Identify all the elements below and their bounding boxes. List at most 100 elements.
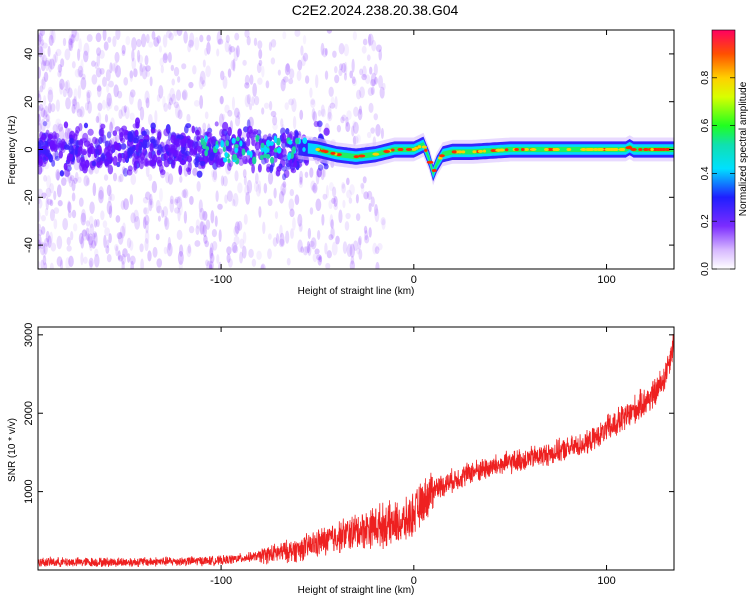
noise-blob (144, 191, 151, 201)
noise-blob (129, 70, 134, 79)
noise-blob (307, 227, 312, 240)
noise-blob (212, 168, 218, 181)
noise-blob (171, 93, 177, 105)
noise-blob (58, 126, 65, 141)
noise-blob (304, 245, 311, 254)
noise-blob (130, 173, 137, 186)
noise-blob (144, 230, 150, 244)
noise-blob (201, 80, 206, 87)
noise-blob (366, 54, 371, 62)
noise-blob (116, 232, 123, 240)
noise-blob (219, 96, 224, 105)
noise-blob (139, 243, 144, 253)
noise-blob (231, 241, 238, 254)
signal-blob (174, 150, 181, 158)
noise-blob (355, 213, 361, 222)
signal-blob (281, 166, 287, 172)
noise-blob (110, 117, 115, 129)
noise-blob (43, 174, 48, 182)
noise-blob (297, 239, 303, 253)
noise-blob (294, 30, 301, 37)
noise-blob (149, 200, 155, 209)
signal-blob (135, 143, 140, 153)
noise-blob (206, 41, 211, 55)
noise-blob (174, 207, 180, 214)
noise-blob (173, 30, 178, 37)
noise-blob (374, 203, 378, 217)
noise-blob (345, 116, 349, 127)
noise-blob (142, 216, 147, 229)
noise-blob (324, 242, 328, 255)
noise-blob (206, 34, 211, 42)
noise-blob (66, 236, 71, 246)
signal-blob (59, 170, 65, 177)
noise-blob (144, 214, 150, 226)
signal-blob (92, 136, 98, 145)
noise-blob (43, 105, 49, 118)
noise-blob (270, 57, 276, 65)
noise-blob (166, 242, 173, 257)
noise-blob (49, 199, 54, 207)
noise-blob (48, 102, 52, 114)
noise-blob (311, 107, 316, 121)
noise-blob (174, 198, 179, 205)
noise-blob (123, 76, 129, 86)
noise-blob (56, 256, 63, 267)
noise-blob (59, 78, 65, 90)
noise-blob (309, 207, 314, 215)
noise-blob (97, 102, 103, 112)
noise-blob (188, 81, 194, 89)
noise-blob (110, 193, 115, 202)
noise-blob (117, 90, 123, 99)
noise-blob (192, 167, 198, 176)
noise-blob (129, 240, 134, 251)
noise-blob (377, 75, 383, 89)
noise-blob (71, 98, 77, 107)
noise-blob (262, 221, 266, 235)
signal-blob (188, 140, 195, 147)
noise-blob (78, 38, 82, 53)
ridge-peak (630, 148, 637, 151)
ridge-peak (520, 148, 525, 151)
ridge-peak (587, 148, 594, 151)
signal-blob (138, 145, 143, 154)
noise-blob (285, 230, 290, 244)
noise-blob (267, 198, 273, 207)
signal-blob-bright (225, 140, 230, 147)
noise-blob (241, 131, 247, 139)
noise-blob (103, 174, 109, 181)
signal-blob (163, 144, 169, 151)
noise-blob (370, 127, 375, 134)
signal-blob (206, 132, 213, 138)
noise-blob (234, 221, 240, 235)
noise-blob (144, 90, 150, 104)
signal-blob (112, 155, 118, 166)
noise-blob (352, 135, 357, 146)
noise-blob (109, 122, 113, 134)
noise-blob (195, 219, 200, 229)
noise-blob (111, 63, 116, 72)
noise-blob (202, 59, 206, 68)
noise-blob (50, 30, 56, 44)
ridge-peak (336, 153, 342, 157)
signal-blob (152, 139, 158, 148)
noise-blob (338, 43, 345, 55)
noise-blob (253, 37, 258, 47)
noise-blob (320, 108, 327, 118)
signal-blob (138, 160, 144, 170)
ridge-peak (650, 148, 654, 151)
ridge-peak (652, 148, 659, 151)
noise-blob (257, 40, 263, 50)
noise-blob (325, 262, 331, 269)
noise-blob (343, 43, 350, 57)
noise-blob (102, 76, 107, 88)
noise-blob (103, 41, 109, 51)
noise-blob (368, 227, 372, 238)
noise-blob (152, 246, 158, 258)
signal-blob (76, 153, 81, 164)
noise-blob (151, 180, 158, 194)
noise-blob (84, 102, 89, 111)
noise-blob (87, 100, 92, 114)
noise-blob (122, 248, 128, 258)
signal-blob (249, 129, 254, 139)
